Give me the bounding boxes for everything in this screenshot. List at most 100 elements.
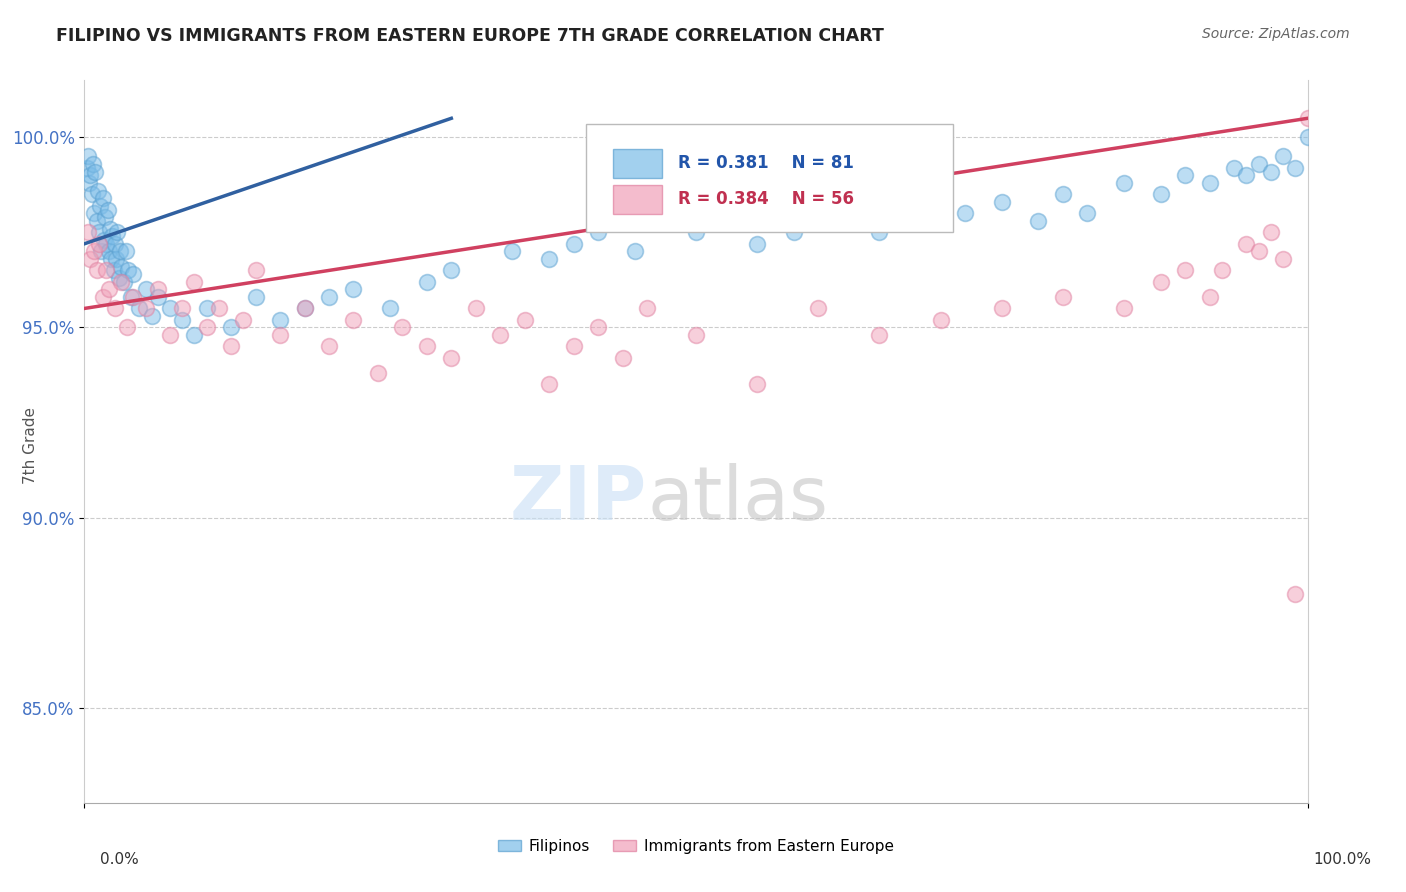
Point [1174, 169, 1197, 183]
Point [747, 377, 769, 392]
Point [1211, 263, 1233, 277]
Point [172, 313, 194, 327]
Point [1150, 187, 1173, 202]
Point [502, 244, 524, 259]
Point [146, 282, 169, 296]
Point [342, 282, 364, 296]
Point [624, 244, 647, 259]
Point [1272, 252, 1295, 266]
Point [96, 263, 118, 277]
Point [869, 328, 891, 343]
Point [709, 214, 731, 228]
Point [294, 301, 316, 316]
Point [318, 290, 340, 304]
Point [391, 320, 413, 334]
Point [87, 184, 110, 198]
Point [1223, 161, 1246, 175]
Point [96, 236, 118, 251]
Point [122, 267, 145, 281]
Point [747, 236, 769, 251]
Point [1247, 244, 1270, 259]
Point [586, 320, 609, 334]
Point [82, 157, 104, 171]
Point [612, 351, 634, 365]
Point [685, 328, 707, 343]
Point [79, 169, 101, 183]
Point [1114, 301, 1136, 316]
Point [1296, 130, 1319, 145]
Point [87, 226, 110, 240]
Point [90, 244, 112, 259]
Point [1260, 164, 1282, 178]
Point [1198, 290, 1220, 304]
Point [86, 214, 108, 228]
Point [1076, 206, 1098, 220]
Point [905, 199, 928, 213]
Point [219, 320, 242, 334]
Point [929, 214, 952, 228]
Point [100, 252, 122, 266]
Point [101, 229, 124, 244]
Point [1260, 226, 1282, 240]
Point [245, 290, 267, 304]
FancyBboxPatch shape [613, 185, 662, 214]
Legend: Filipinos, Immigrants from Eastern Europe: Filipinos, Immigrants from Eastern Europ… [492, 833, 900, 860]
Point [513, 313, 536, 327]
Text: 100.0%: 100.0% [1313, 852, 1372, 867]
Point [195, 301, 218, 316]
Point [105, 226, 128, 240]
Point [586, 226, 609, 240]
Point [342, 313, 364, 327]
Point [807, 301, 830, 316]
Point [1114, 176, 1136, 190]
FancyBboxPatch shape [586, 124, 953, 232]
Point [685, 226, 707, 240]
Point [562, 339, 585, 353]
Point [636, 301, 658, 316]
Point [269, 313, 291, 327]
Point [141, 309, 163, 323]
Point [104, 236, 127, 251]
Text: R = 0.381    N = 81: R = 0.381 N = 81 [678, 154, 853, 172]
Point [183, 275, 205, 289]
Point [183, 328, 205, 343]
Point [219, 339, 242, 353]
Point [367, 366, 389, 380]
Point [464, 301, 486, 316]
Point [98, 221, 121, 235]
Point [195, 320, 218, 334]
Point [929, 313, 952, 327]
Point [416, 339, 439, 353]
Point [807, 214, 830, 228]
Point [112, 275, 135, 289]
Point [1150, 275, 1173, 289]
Text: atlas: atlas [647, 463, 828, 536]
Point [1284, 161, 1306, 175]
Point [172, 301, 194, 316]
Point [245, 263, 267, 277]
Point [86, 263, 108, 277]
Point [122, 290, 145, 304]
Point [83, 244, 105, 259]
Point [380, 301, 402, 316]
Point [76, 161, 98, 175]
Point [1052, 290, 1074, 304]
Point [115, 244, 138, 259]
Point [108, 244, 131, 259]
Point [117, 263, 139, 277]
Point [77, 149, 100, 163]
Point [159, 328, 181, 343]
Text: 0.0%: 0.0% [100, 852, 139, 867]
Point [110, 275, 132, 289]
Point [1236, 169, 1258, 183]
Point [1028, 214, 1050, 228]
Point [97, 202, 120, 217]
Point [77, 176, 100, 190]
Point [1174, 263, 1197, 277]
Text: ZIP: ZIP [510, 463, 647, 536]
Text: Source: ZipAtlas.com: Source: ZipAtlas.com [1202, 27, 1350, 41]
Point [103, 263, 125, 277]
Point [440, 263, 463, 277]
Point [1198, 176, 1220, 190]
Point [489, 328, 512, 343]
